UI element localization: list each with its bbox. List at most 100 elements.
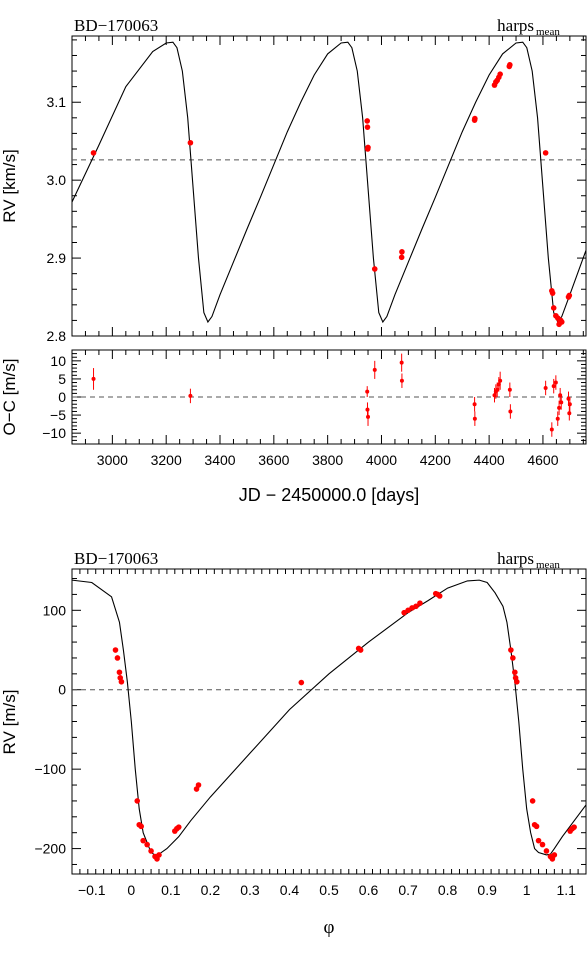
rv-phase-x-tick-label: 0.4 bbox=[280, 882, 300, 898]
rv-phase-data-point bbox=[413, 603, 419, 610]
rv-phase-data-point bbox=[195, 782, 202, 788]
residual-x-tick-label: 4400 bbox=[474, 452, 505, 468]
residual-data-point bbox=[508, 409, 513, 414]
rv-phase-data-point bbox=[551, 852, 558, 858]
residual-data-point bbox=[472, 402, 477, 407]
rv-phase-instrument-label: harps bbox=[497, 549, 534, 568]
phase-x-axis-label: φ bbox=[324, 917, 335, 938]
residual-data-point bbox=[365, 407, 370, 412]
rv-time-data-point bbox=[364, 124, 371, 130]
rv-phase-frame bbox=[71, 568, 587, 875]
residual-ticks bbox=[72, 350, 586, 444]
rv-phase-data-point bbox=[140, 837, 146, 844]
rv-time-data-point bbox=[497, 71, 503, 77]
rv-phase-data-point bbox=[436, 593, 443, 599]
rv-time-data-point bbox=[566, 292, 573, 299]
rv-phase-data-point bbox=[571, 824, 577, 830]
residual-y-tick-label: −5 bbox=[50, 407, 66, 423]
rv-time-data-point bbox=[549, 290, 556, 296]
rv-time-data-point bbox=[187, 139, 194, 146]
rv-time-data-point bbox=[399, 249, 405, 255]
rv-phase-data-point bbox=[112, 647, 119, 653]
rv-time-data-point bbox=[398, 254, 405, 261]
residual-data-point bbox=[555, 416, 560, 421]
rv-phase-x-tick-label: 1 bbox=[523, 882, 531, 898]
rv-phase-data-point bbox=[357, 647, 364, 653]
rv-phase-model-curve bbox=[71, 579, 587, 856]
rv-phase-data-point bbox=[508, 647, 514, 653]
residual-data-point bbox=[498, 378, 503, 383]
residual-x-tick-label: 3000 bbox=[97, 452, 128, 468]
rv-time-instrument-label: harps bbox=[497, 16, 534, 35]
rv-phase-x-tick-label: 0.6 bbox=[359, 882, 379, 898]
rv-time-ticks bbox=[72, 36, 586, 337]
rv-phase-data-point bbox=[533, 823, 540, 830]
rv-phase-data-point bbox=[529, 798, 536, 804]
residual-x-tick-labels: 3000 3200 3400 3600 3800 4000 4200 4400 … bbox=[97, 452, 559, 468]
rv-phase-x-tick-label: 0.9 bbox=[477, 882, 497, 898]
rv-phase-data-point bbox=[535, 837, 542, 844]
rv-time-data-point bbox=[365, 144, 371, 151]
time-x-axis-label: JD − 2450000.0 [days] bbox=[239, 485, 420, 505]
rv-time-y-tick-label: 3.1 bbox=[47, 94, 67, 110]
rv-time-data-point bbox=[90, 150, 97, 156]
residual-data-points bbox=[91, 353, 572, 437]
rv-phase-y-tick-label: 100 bbox=[43, 602, 67, 618]
rv-time-panel: BD−170063 harps mean RV [km/s] 2.8 2.9 3… bbox=[0, 16, 587, 344]
residual-data-point bbox=[495, 387, 500, 392]
residual-y-tick-label: 10 bbox=[50, 353, 66, 369]
residual-data-point bbox=[549, 427, 554, 432]
rv-phase-data-point bbox=[514, 678, 520, 685]
residual-data-point bbox=[551, 384, 556, 389]
rv-phase-instrument-subscript: mean bbox=[536, 559, 560, 571]
rv-time-y-tick-label: 2.9 bbox=[47, 250, 67, 266]
residual-x-tick-label: 3800 bbox=[312, 452, 343, 468]
rv-phase-y-tick-labels: −200 −100 0 100 bbox=[34, 602, 66, 856]
residual-data-point bbox=[399, 360, 404, 365]
residual-data-point bbox=[567, 411, 572, 416]
rv-phase-y-tick-label: 0 bbox=[58, 682, 66, 698]
residual-y-tick-label: 0 bbox=[58, 389, 66, 405]
rv-time-frame bbox=[71, 35, 587, 337]
residual-y-tick-label: −10 bbox=[42, 425, 66, 441]
residual-panel: O−C [m/s] −10 −5 0 5 10 3000 3200 3400 3… bbox=[0, 349, 587, 505]
rv-time-data-point bbox=[364, 118, 371, 124]
rv-phase-data-point bbox=[510, 655, 516, 661]
rv-time-data-points bbox=[90, 62, 573, 328]
rv-phase-data-point bbox=[116, 669, 123, 676]
rv-phase-data-point bbox=[138, 823, 144, 830]
rv-time-model-curve bbox=[71, 41, 587, 324]
rv-phase-data-point bbox=[118, 678, 125, 685]
residual-data-point bbox=[372, 367, 377, 372]
rv-phase-x-tick-label: 0.8 bbox=[438, 882, 458, 898]
residual-data-point bbox=[507, 387, 512, 392]
residual-data-point bbox=[472, 416, 477, 421]
rv-phase-x-tick-label: −0.1 bbox=[78, 882, 106, 898]
rv-phase-x-tick-labels: −0.1 0 0.1 0.2 0.3 0.4 0.5 0.6 0.7 0.8 0… bbox=[78, 882, 576, 898]
residual-data-point bbox=[366, 414, 371, 419]
residual-data-point bbox=[557, 405, 562, 410]
rv-time-y-tick-label: 3.0 bbox=[47, 172, 67, 188]
residual-data-point bbox=[553, 380, 558, 385]
rv-phase-data-points bbox=[112, 590, 577, 862]
residual-x-tick-label: 3600 bbox=[258, 452, 289, 468]
rv-time-data-point bbox=[472, 115, 478, 122]
rv-phase-data-point bbox=[539, 841, 546, 848]
rv-phase-x-tick-label: 0.1 bbox=[161, 882, 181, 898]
rv-phase-data-point bbox=[144, 841, 150, 848]
rv-phase-x-tick-label: 0.5 bbox=[319, 882, 339, 898]
rv-phase-data-point bbox=[134, 798, 141, 804]
rv-time-y-axis-label: RV [km/s] bbox=[0, 149, 19, 222]
rv-phase-data-point bbox=[148, 848, 154, 854]
residual-x-tick-label: 4000 bbox=[366, 452, 397, 468]
rv-phase-x-tick-label: 0 bbox=[127, 882, 135, 898]
rv-phase-data-point bbox=[417, 600, 423, 606]
residual-x-tick-label: 3200 bbox=[151, 452, 182, 468]
residual-x-tick-label: 4200 bbox=[420, 452, 451, 468]
rv-phase-panel: BD−170063 harps mean RV [m/s] −200 −100 … bbox=[0, 549, 587, 938]
rv-phase-y-tick-label: −200 bbox=[34, 841, 66, 857]
residual-x-tick-label: 3400 bbox=[204, 452, 235, 468]
rv-phase-data-point bbox=[512, 669, 518, 676]
residual-x-tick-label: 4600 bbox=[527, 452, 558, 468]
